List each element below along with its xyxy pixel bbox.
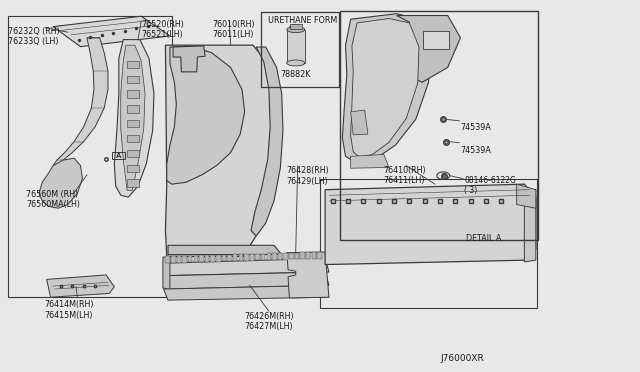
Text: A: A [116, 153, 122, 158]
Bar [272, 253, 276, 260]
Polygon shape [516, 184, 536, 208]
Polygon shape [167, 46, 244, 184]
Text: 74539A: 74539A [461, 146, 492, 155]
Text: URETHANE FORM: URETHANE FORM [268, 16, 337, 25]
Polygon shape [168, 245, 282, 254]
Ellipse shape [287, 27, 305, 33]
Bar [261, 254, 266, 260]
Bar [113, 152, 125, 159]
Bar [261, 12, 339, 87]
Bar [312, 252, 316, 259]
Bar [8, 16, 172, 297]
Bar [127, 150, 139, 157]
Bar [166, 256, 170, 263]
Text: DETAIL A: DETAIL A [466, 234, 501, 243]
Bar [424, 31, 449, 49]
Bar [127, 179, 139, 187]
Ellipse shape [287, 60, 305, 66]
Polygon shape [121, 45, 145, 190]
Bar [211, 255, 215, 262]
Polygon shape [325, 184, 536, 264]
Bar [227, 254, 232, 261]
Bar [233, 254, 237, 261]
Bar [127, 164, 139, 172]
Polygon shape [287, 252, 329, 298]
Bar [127, 105, 139, 113]
Text: 76410(RH)
76411(LH): 76410(RH) 76411(LH) [384, 166, 426, 185]
Text: B: B [442, 173, 445, 178]
Bar [289, 253, 294, 259]
Bar [244, 254, 248, 261]
Bar [306, 252, 310, 259]
Polygon shape [351, 154, 389, 168]
Bar [320, 179, 537, 308]
Text: 76010(RH)
76011(LH): 76010(RH) 76011(LH) [212, 20, 255, 39]
Bar [127, 90, 139, 98]
Bar [250, 254, 254, 260]
Text: 76426M(RH)
76427M(LH): 76426M(RH) 76427M(LH) [244, 312, 294, 331]
Bar [199, 256, 204, 262]
Polygon shape [53, 38, 108, 166]
Text: J76000XR: J76000XR [440, 353, 484, 363]
Text: 78882K: 78882K [280, 70, 311, 79]
Polygon shape [351, 110, 368, 135]
Bar [221, 255, 226, 262]
Bar [205, 255, 209, 262]
Bar [340, 11, 538, 240]
Text: 76428(RH)
76429(LH): 76428(RH) 76429(LH) [287, 166, 330, 186]
Polygon shape [164, 272, 329, 289]
Bar [127, 76, 139, 83]
Bar [267, 253, 271, 260]
Text: 76414M(RH)
76415M(LH): 76414M(RH) 76415M(LH) [44, 300, 93, 320]
Text: 76232Q (RH)
76233Q (LH): 76232Q (RH) 76233Q (LH) [8, 27, 60, 46]
Bar [188, 256, 193, 262]
Bar [127, 61, 139, 68]
Bar [317, 252, 322, 259]
Polygon shape [115, 39, 154, 197]
Polygon shape [251, 47, 283, 236]
Text: 76560M (RH)
76560MA(LH): 76560M (RH) 76560MA(LH) [26, 190, 80, 209]
Polygon shape [53, 16, 170, 46]
Polygon shape [39, 158, 83, 208]
Bar [127, 120, 139, 128]
Polygon shape [166, 45, 278, 256]
Bar [182, 256, 187, 263]
Polygon shape [342, 14, 430, 162]
Ellipse shape [290, 25, 301, 29]
Bar [171, 256, 175, 263]
Bar [290, 25, 301, 29]
Bar [294, 253, 299, 259]
Polygon shape [47, 275, 115, 297]
Polygon shape [351, 19, 419, 157]
Polygon shape [397, 16, 461, 82]
Bar [284, 253, 288, 260]
Bar [177, 256, 181, 263]
Bar [216, 255, 221, 262]
Bar [127, 135, 139, 142]
Text: 76520(RH)
76521(LH): 76520(RH) 76521(LH) [141, 20, 184, 39]
Bar [278, 253, 282, 260]
Bar [193, 256, 198, 262]
Bar [239, 254, 243, 261]
Polygon shape [164, 285, 329, 300]
Bar [287, 30, 305, 63]
Bar [255, 254, 260, 260]
Bar [300, 252, 305, 259]
Polygon shape [164, 258, 329, 276]
Text: 74539A: 74539A [461, 123, 492, 132]
Polygon shape [173, 46, 205, 72]
Polygon shape [163, 256, 170, 290]
Text: 08146-6122G
( 3): 08146-6122G ( 3) [465, 176, 516, 195]
Polygon shape [524, 190, 536, 262]
